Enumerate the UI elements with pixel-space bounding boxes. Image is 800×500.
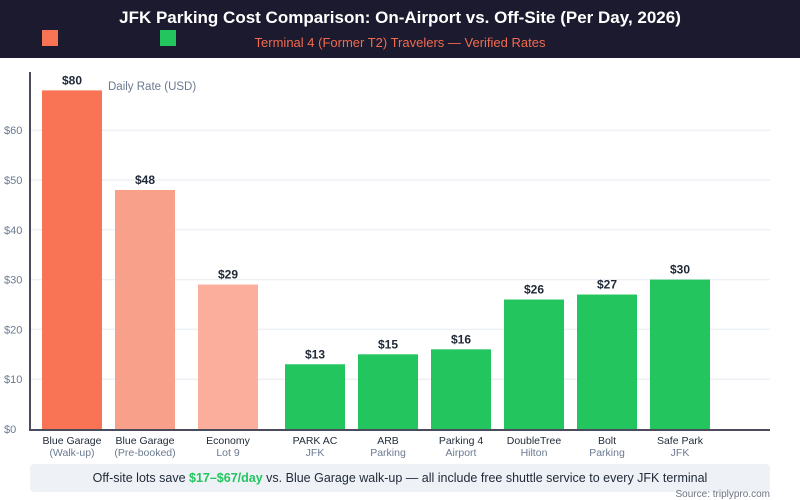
bar [358, 354, 418, 429]
y-tick-label: $60 [4, 125, 22, 137]
data-label: $48 [135, 173, 155, 187]
data-label: $16 [451, 332, 471, 346]
x-tick-label: Safe Park [657, 435, 704, 447]
x-tick-sublabel: Parking [589, 447, 625, 459]
data-label: $15 [378, 337, 398, 351]
bar [650, 279, 710, 429]
source-credit: Source: triplypro.com [675, 489, 770, 500]
x-tick-sublabel: Airport [446, 447, 477, 459]
x-tick-label: Blue Garage [116, 435, 175, 447]
x-tick-label: Bolt [598, 435, 616, 447]
savings-note: Off-site lots save $17–$67/day vs. Blue … [30, 464, 770, 492]
bar [504, 299, 564, 429]
note-highlight: $17–$67/day [189, 471, 263, 485]
header [0, 0, 800, 58]
x-tick-label: Blue Garage [43, 435, 102, 447]
note-text-end: vs. Blue Garage walk-up — all include fr… [262, 471, 708, 485]
x-tick-sublabel: JFK [671, 447, 690, 459]
x-tick-sublabel: (Walk-up) [49, 447, 94, 459]
legend-swatch-off-site [160, 30, 176, 46]
data-label: $80 [62, 73, 82, 87]
bar [431, 349, 491, 429]
y-tick-label: $30 [4, 275, 22, 287]
y-tick-label: $10 [4, 374, 22, 386]
x-tick-label: Economy [206, 435, 251, 447]
legend-swatch-on-airport [42, 30, 58, 46]
x-tick-sublabel: Lot 9 [216, 447, 240, 459]
y-tick-label: $20 [4, 324, 22, 336]
data-label: $26 [524, 283, 544, 297]
chart-title: JFK Parking Cost Comparison: On-Airport … [119, 8, 681, 27]
bar [115, 189, 175, 429]
x-tick-sublabel: Hilton [521, 447, 548, 459]
data-label: $13 [305, 347, 325, 361]
bar [285, 364, 345, 429]
data-label: $27 [597, 278, 617, 292]
note-text: Off-site lots save [92, 471, 189, 485]
y-axis-label: Daily Rate (USD) [108, 81, 196, 93]
bar [577, 294, 637, 429]
x-tick-sublabel: (Pre-booked) [114, 447, 175, 459]
x-tick-label: PARK AC [293, 435, 338, 447]
data-label: $29 [218, 268, 238, 282]
chart-subtitle: Terminal 4 (Former T2) Travelers — Verif… [254, 35, 546, 50]
x-tick-label: Parking 4 [439, 435, 484, 447]
x-tick-sublabel: JFK [306, 447, 325, 459]
bar [42, 90, 102, 430]
y-tick-label: $40 [4, 225, 22, 237]
data-label: $30 [670, 263, 690, 277]
x-tick-label: ARB [377, 435, 399, 447]
x-tick-label: DoubleTree [507, 435, 562, 447]
y-tick-label: $0 [4, 424, 16, 436]
bar [198, 284, 258, 429]
x-tick-sublabel: Parking [370, 447, 406, 459]
y-tick-label: $50 [4, 175, 22, 187]
